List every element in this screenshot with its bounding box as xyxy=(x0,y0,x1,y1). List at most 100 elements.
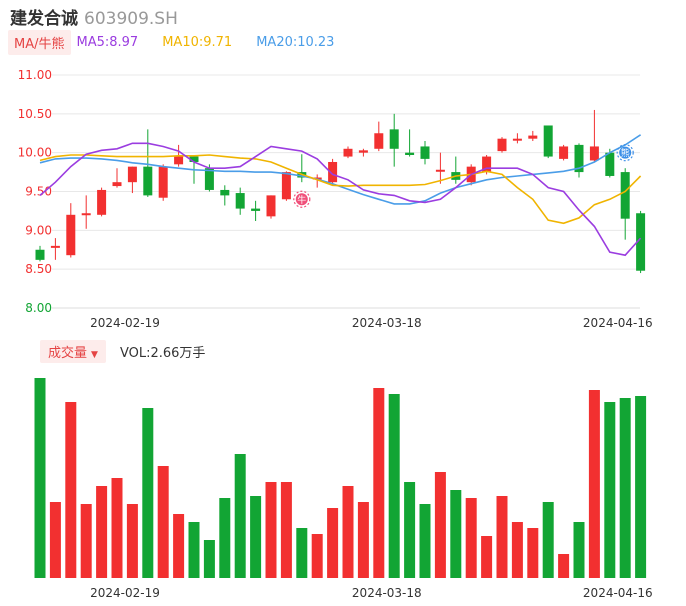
volume-bar xyxy=(296,528,308,578)
volume-bar xyxy=(203,540,215,578)
stock-name: 建发合诚 xyxy=(10,9,78,29)
ma5-line xyxy=(39,142,642,257)
candle-body xyxy=(174,156,184,165)
candle-body xyxy=(97,189,107,215)
candle-body xyxy=(35,249,45,260)
bull-bear-markers: 牛熊 xyxy=(293,144,634,208)
volume-bar xyxy=(34,378,46,578)
price-x-tick-label: 2024-04-16 xyxy=(583,316,653,330)
bull-marker-ring xyxy=(293,190,311,208)
candle-body xyxy=(358,150,368,153)
y-axis-ticks: 11.00 10.50 10.00 9.50 9.00 8.50 8.00 xyxy=(18,68,52,315)
x-axis-ticks-price: 2024-02-19 2024-03-18 2024-04-16 xyxy=(90,316,653,330)
candle-body xyxy=(112,182,122,187)
candle-body xyxy=(574,144,584,173)
volume-bar xyxy=(573,522,585,578)
y-tick-label: 11.00 xyxy=(18,68,52,82)
volume-bar xyxy=(234,454,246,578)
candle-body xyxy=(636,213,646,271)
stock-title: 建发合诚 603909.SH xyxy=(10,4,178,29)
bear-marker-ring xyxy=(616,144,634,162)
candle-body xyxy=(281,172,291,200)
candle-body xyxy=(251,208,261,211)
candle-body xyxy=(620,172,630,219)
volume-bars xyxy=(34,378,647,578)
ma-legend: MA/牛熊 MA5:8.97 MA10:9.71 MA20:10.23 xyxy=(8,29,358,55)
y-tick-label: 10.50 xyxy=(18,107,52,121)
candle-body xyxy=(389,129,399,149)
candle-body xyxy=(435,169,445,172)
candle-body xyxy=(220,189,230,196)
ma10-legend: MA10:9.71 xyxy=(162,34,233,50)
volume-bar xyxy=(357,502,369,578)
candle-body xyxy=(482,156,492,173)
volume-bar xyxy=(49,502,61,578)
volume-x-tick-label: 2024-03-18 xyxy=(352,586,422,600)
ma-indicator-selector[interactable]: MA/牛熊 xyxy=(8,29,71,55)
candle-body xyxy=(420,146,430,159)
volume-bar xyxy=(157,466,169,578)
candle-body xyxy=(343,148,353,157)
volume-bar xyxy=(404,482,416,578)
volume-bar xyxy=(604,402,616,578)
y-tick-label: 9.50 xyxy=(25,185,52,199)
candle-body xyxy=(143,166,153,196)
candle-body xyxy=(66,214,76,256)
candle-body xyxy=(127,166,137,183)
y-tick-label: 8.00 xyxy=(25,301,52,315)
volume-bar xyxy=(188,522,200,578)
volume-bar xyxy=(511,522,523,578)
volume-bar xyxy=(126,504,138,578)
ma5-legend: MA5:8.97 xyxy=(76,34,139,50)
price-x-tick-label: 2024-02-19 xyxy=(90,316,160,330)
moving-average-lines xyxy=(39,134,642,257)
stock-code: 603909.SH xyxy=(84,9,178,29)
bull-marker-dot xyxy=(295,193,308,206)
ma20-legend: MA20:10.23 xyxy=(256,34,335,50)
candle-body xyxy=(559,146,569,159)
volume-tag-label: 成交量 xyxy=(48,345,88,361)
volume-bar xyxy=(465,498,477,578)
volume-bar xyxy=(265,482,277,578)
volume-bar xyxy=(311,534,323,578)
chevron-down-icon: ▼ xyxy=(91,349,98,360)
candle-body xyxy=(235,193,245,209)
volume-bar xyxy=(619,398,631,578)
volume-indicator-selector[interactable]: 成交量 ▼ xyxy=(40,339,106,363)
candle-body xyxy=(204,168,214,190)
candle-body xyxy=(512,138,522,141)
candle-body xyxy=(81,213,91,216)
volume-bar xyxy=(635,396,647,578)
volume-bar xyxy=(558,554,570,578)
ma10-line xyxy=(39,154,642,225)
volume-bar xyxy=(327,508,339,578)
volume-value: VOL:2.66万手 xyxy=(119,345,206,361)
volume-x-tick-label: 2024-04-16 xyxy=(583,586,653,600)
volume-bar xyxy=(342,486,354,578)
volume-bar xyxy=(111,478,123,578)
volume-bar xyxy=(527,528,539,578)
candle-body xyxy=(189,156,199,162)
volume-bar xyxy=(496,496,508,578)
bear-marker-dot xyxy=(619,146,632,159)
price-grid xyxy=(52,74,640,309)
volume-x-tick-label: 2024-02-19 xyxy=(90,586,160,600)
volume-bar xyxy=(373,388,385,578)
y-tick-label: 8.50 xyxy=(25,262,52,276)
volume-bar xyxy=(481,536,493,578)
candle-body xyxy=(543,125,553,157)
volume-bar xyxy=(419,504,431,578)
candle-body xyxy=(405,152,415,155)
bull-marker-label: 牛 xyxy=(297,194,306,206)
volume-bar xyxy=(280,482,292,578)
volume-bar xyxy=(388,394,400,578)
volume-bar xyxy=(65,402,77,578)
price-x-tick-label: 2024-03-18 xyxy=(352,316,422,330)
candle-body xyxy=(374,133,384,149)
candle-body xyxy=(528,135,538,139)
y-tick-label: 9.00 xyxy=(25,223,52,237)
volume-bar xyxy=(250,496,262,578)
volume-bar xyxy=(450,490,462,578)
bear-marker-label: 熊 xyxy=(621,147,630,159)
